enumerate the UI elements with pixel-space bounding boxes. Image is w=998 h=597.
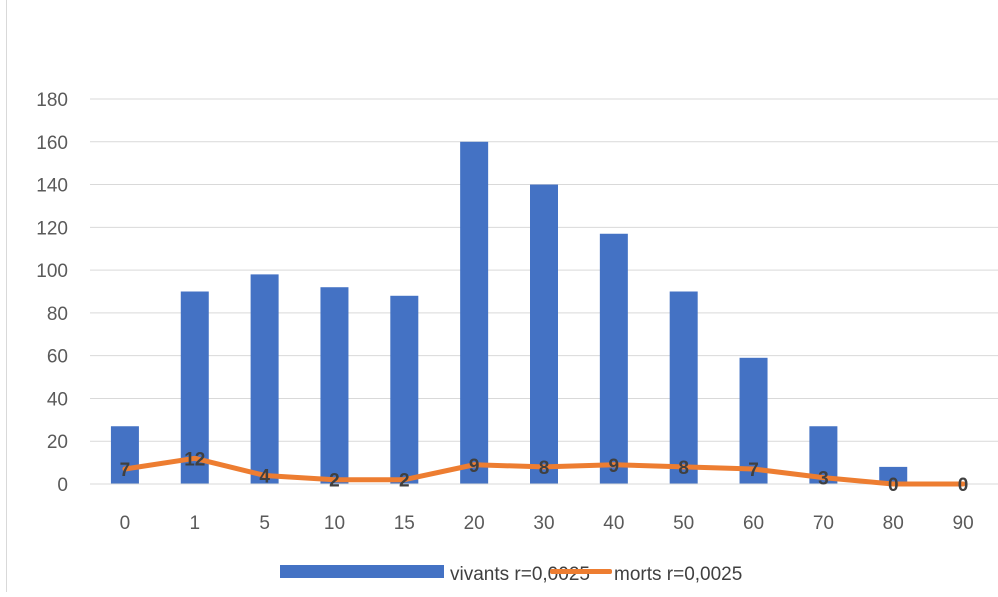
data-label: 8 [539,458,550,479]
bar [250,274,279,484]
x-axis-ticks: 0 1 5 10 15 20 30 40 50 60 70 80 90 [120,513,974,534]
x-tick-label: 1 [189,513,200,534]
x-tick-label: 15 [394,513,415,534]
y-tick-label: 40 [47,389,68,410]
x-tick-label: 50 [673,513,694,534]
x-tick-label: 90 [953,513,974,534]
legend-swatch-vivants [280,565,444,578]
line-series [122,455,966,487]
x-tick-label: 5 [259,513,270,534]
series-line [122,455,966,487]
x-tick-label: 20 [464,513,485,534]
data-label: 2 [329,471,340,492]
y-tick-label: 180 [36,90,68,111]
legend: vivants r=0,0025 morts r=0,0025 [280,564,742,585]
y-tick-label: 60 [47,347,68,368]
x-tick-label: 0 [120,513,131,534]
y-tick-label: 80 [47,304,68,325]
bar [530,184,558,485]
data-label: 0 [958,475,969,496]
y-tick-label: 20 [47,432,68,453]
y-tick-label: 0 [57,475,68,496]
bar [390,295,419,484]
bar [599,233,628,484]
bar [110,426,139,484]
data-label: 12 [184,449,205,470]
bar [460,141,489,484]
x-tick-label: 40 [603,513,624,534]
x-tick-label: 60 [743,513,764,534]
line-data-labels: 7 12 4 2 2 9 8 9 8 7 3 0 0 [120,449,969,496]
y-tick-label: 160 [36,133,68,154]
legend-label-morts: morts r=0,0025 [614,564,742,585]
legend-swatch-morts [550,569,612,574]
bar [180,291,209,484]
x-tick-label: 80 [883,513,904,534]
y-tick-label: 100 [36,261,68,282]
data-label: 0 [888,475,899,496]
frame-left-border [6,0,7,592]
data-label: 7 [120,460,131,481]
bar-series [110,141,908,485]
bar [669,291,698,484]
x-tick-label: 30 [533,513,554,534]
data-label: 2 [399,471,410,492]
data-label: 7 [748,460,759,481]
x-tick-label: 70 [813,513,834,534]
bar [739,357,768,484]
legend-label-vivants: vivants r=0,0025 [450,564,590,585]
y-tick-label: 120 [36,218,68,239]
data-label: 8 [678,458,689,479]
x-tick-label: 10 [324,513,345,534]
bar [879,466,908,484]
data-label: 9 [469,456,480,477]
y-tick-label: 140 [36,176,68,197]
data-label: 9 [609,456,620,477]
data-label: 4 [259,466,270,487]
bar [320,287,349,484]
y-axis-ticks: 0 20 40 60 80 100 120 140 160 180 [36,90,68,496]
data-label: 3 [818,469,829,490]
